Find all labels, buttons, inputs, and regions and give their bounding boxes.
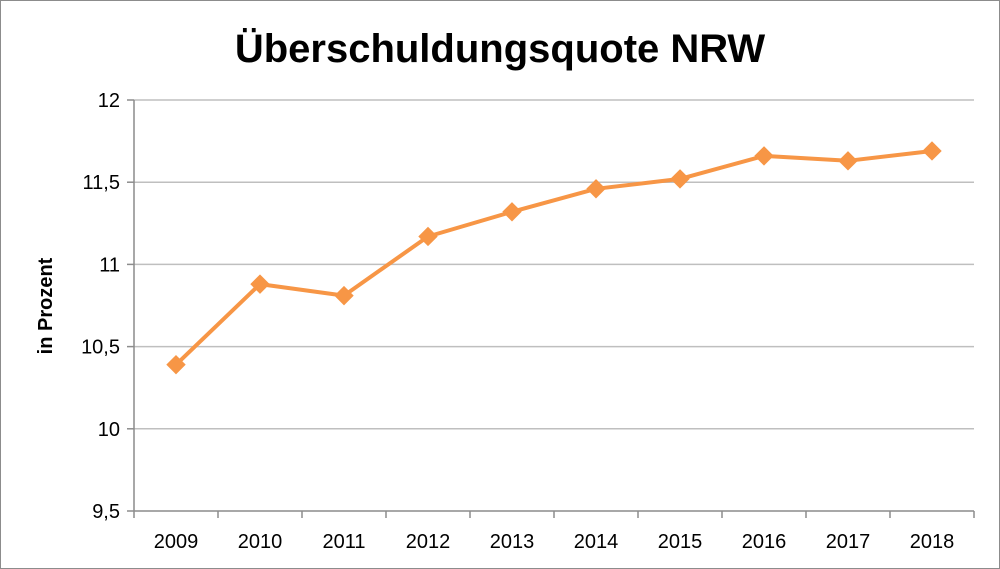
x-tick-label: 2018 xyxy=(910,531,955,553)
x-tick-label: 2009 xyxy=(154,531,199,553)
data-point xyxy=(334,285,354,306)
series-line xyxy=(174,149,933,367)
x-tick-label: 2016 xyxy=(742,531,787,553)
data-point xyxy=(754,146,774,166)
x-tick-label: 2014 xyxy=(574,531,619,553)
y-tick-label: 10 xyxy=(98,419,120,441)
x-tick-label: 2013 xyxy=(490,531,535,553)
data-point xyxy=(838,151,858,171)
data-point xyxy=(166,354,186,375)
data-point xyxy=(418,226,438,247)
data-point xyxy=(250,274,270,294)
y-tick-label: 11 xyxy=(99,254,120,276)
data-point xyxy=(502,202,522,222)
data-point xyxy=(670,169,690,189)
x-tick-label: 2017 xyxy=(826,531,871,553)
y-tick-label: 11,5 xyxy=(83,172,120,194)
y-tick-label: 9,5 xyxy=(92,501,120,523)
y-tick-label: 10,5 xyxy=(81,337,120,359)
x-tick-label: 2015 xyxy=(658,531,703,553)
gridlines xyxy=(134,99,974,430)
y-axis-label: in Prozent xyxy=(35,257,57,354)
x-tick-label: 2010 xyxy=(238,531,283,553)
axes xyxy=(127,99,975,518)
y-tick-label: 12 xyxy=(98,90,120,112)
chart-title: Überschuldungsquote NRW xyxy=(235,26,766,71)
x-tick-label: 2011 xyxy=(322,531,365,553)
x-tick-label: 2012 xyxy=(406,531,451,553)
series-layer xyxy=(166,141,942,375)
y-tick-labels: 9,5 10 10,5 11 11,5 12 xyxy=(81,90,120,523)
data-point xyxy=(586,179,606,199)
data-point xyxy=(922,141,942,161)
x-tick-labels: 2009 2010 2011 2012 2013 2014 2015 2016 2017 2018 xyxy=(154,531,955,553)
